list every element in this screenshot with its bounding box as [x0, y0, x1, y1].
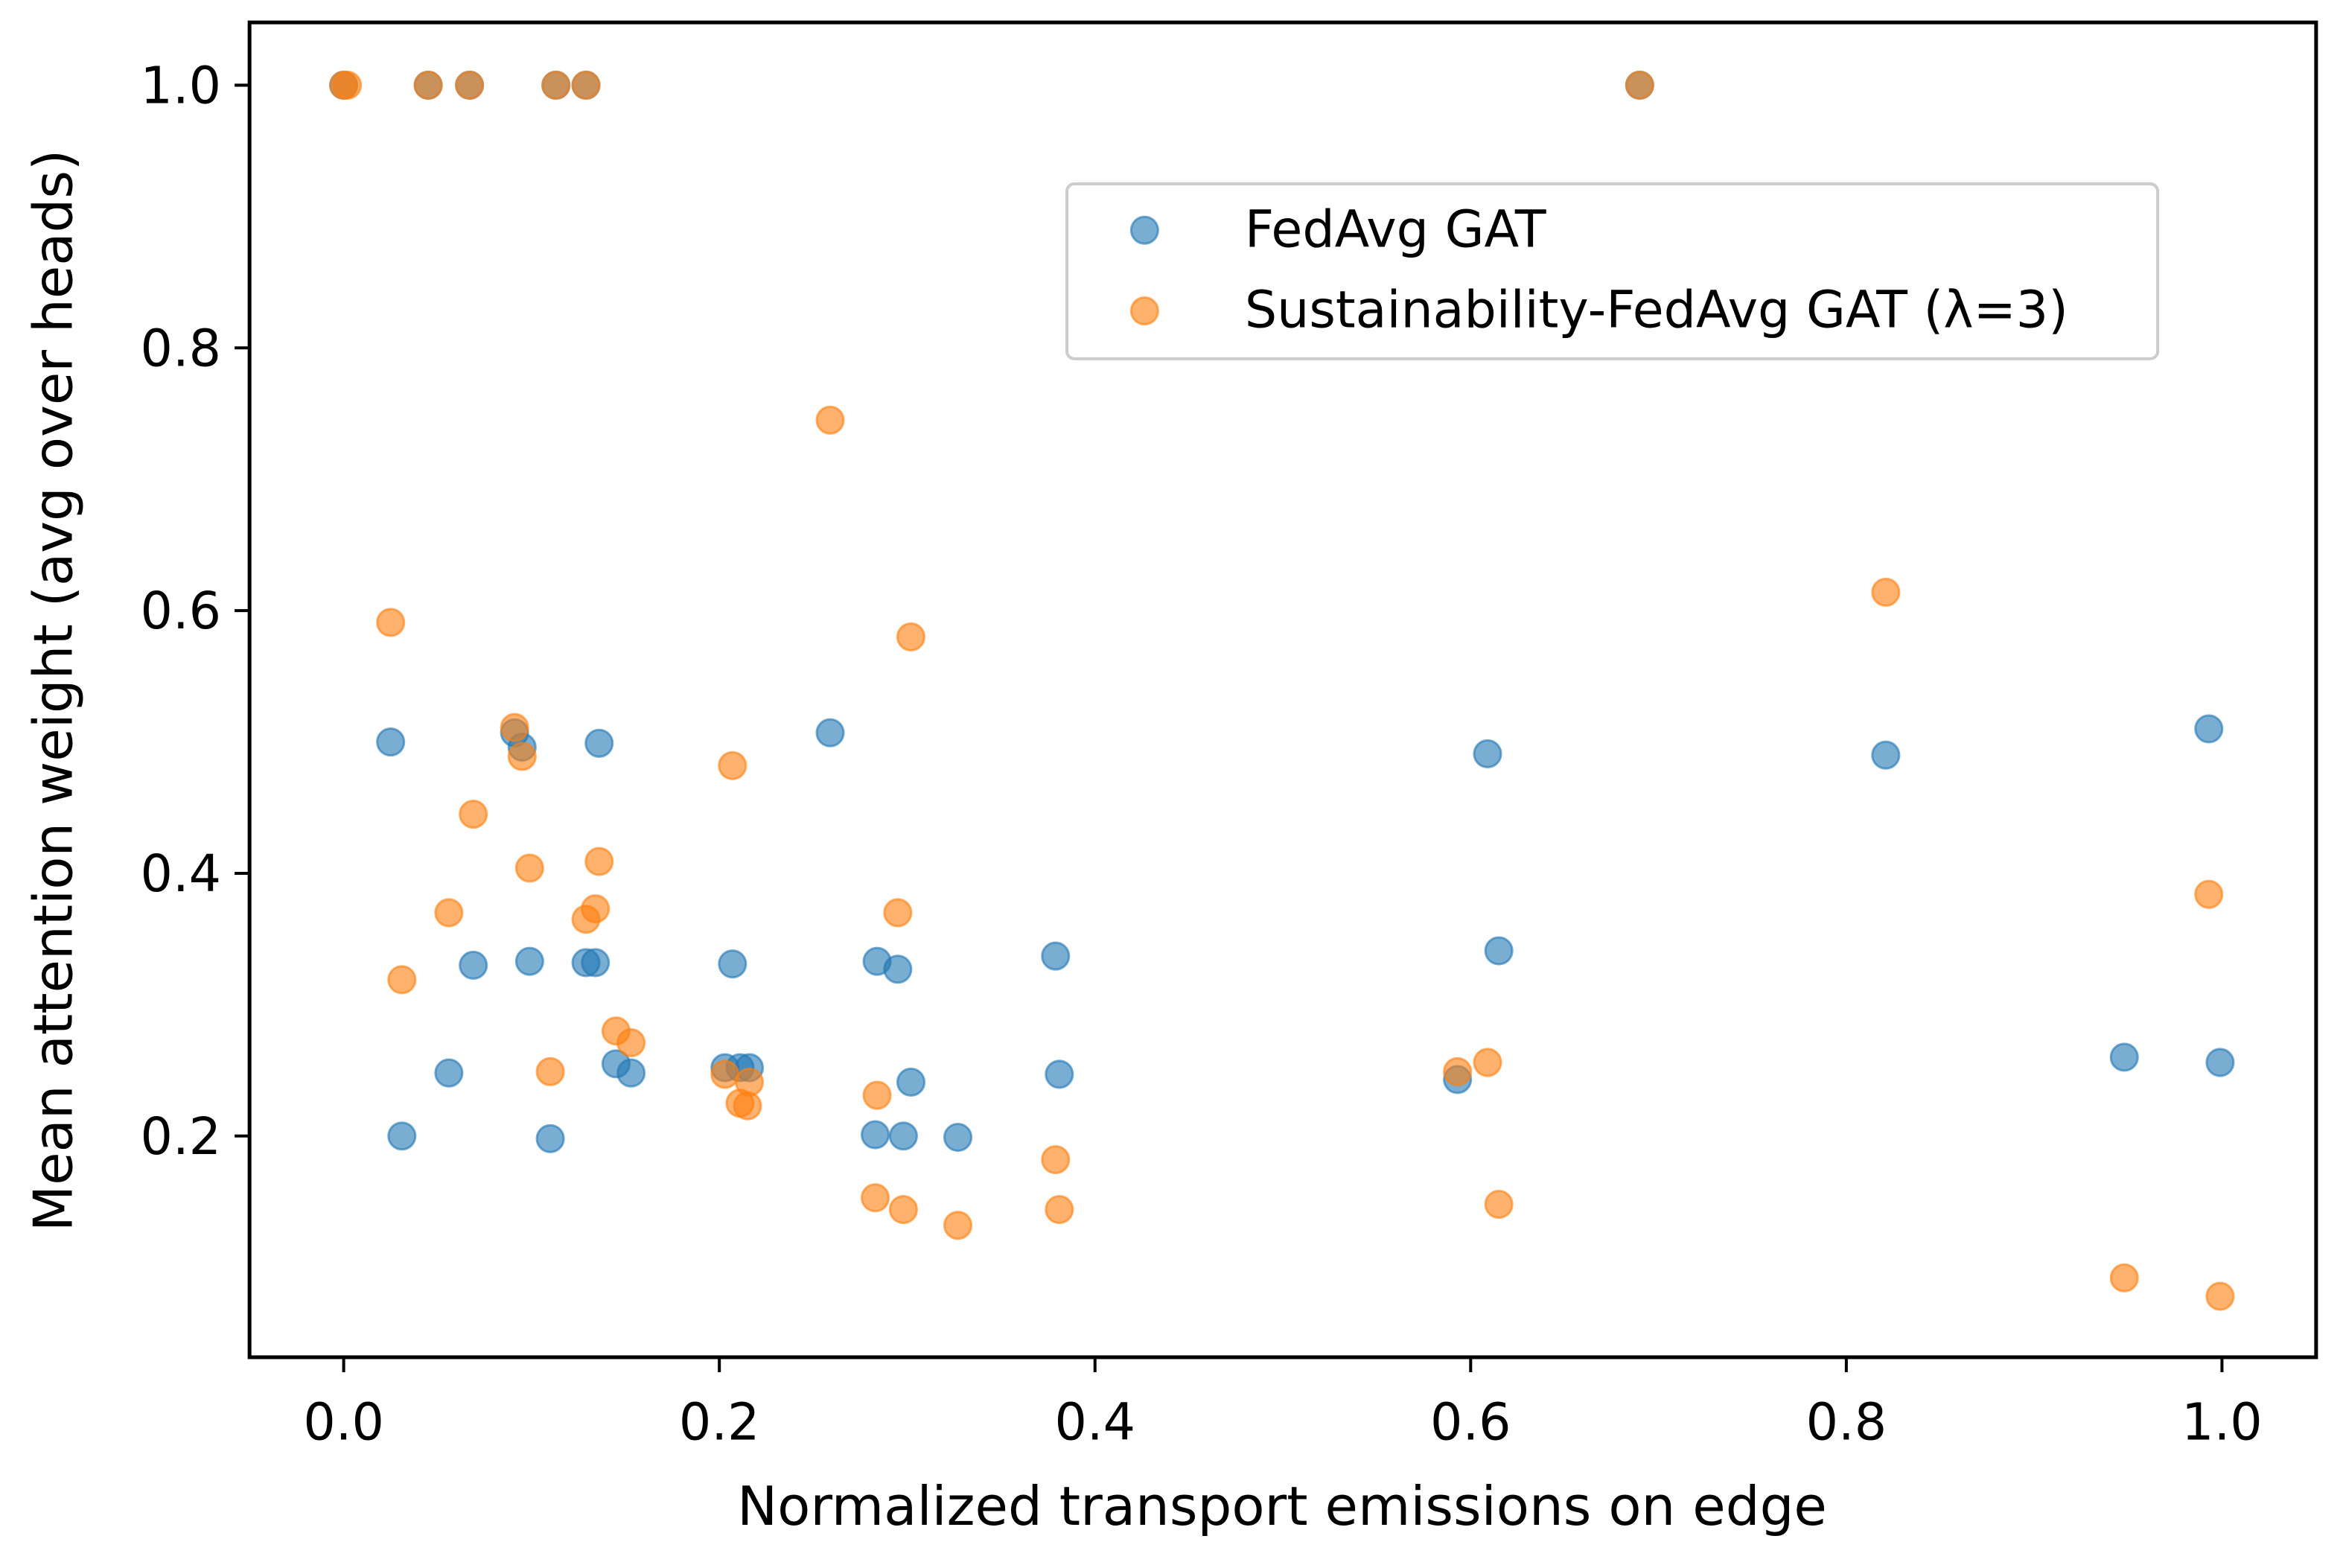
legend: FedAvg GAT Sustainability-FedAvg GAT (λ=… — [1065, 182, 2160, 360]
data-point-series-0 — [1871, 740, 1901, 770]
x-tick-label: 0.0 — [303, 1393, 383, 1452]
data-point-series-1 — [815, 405, 845, 435]
data-point-series-1 — [500, 713, 529, 742]
data-point-series-0 — [584, 728, 614, 758]
data-point-series-0 — [888, 1121, 918, 1151]
data-point-series-1 — [2109, 1263, 2139, 1293]
data-point-series-0 — [1041, 941, 1071, 971]
data-point-series-1 — [1473, 1048, 1502, 1077]
data-point-series-1 — [571, 70, 601, 101]
data-point-series-0 — [2205, 1048, 2235, 1077]
data-point-series-1 — [507, 742, 537, 771]
data-point-series-0 — [2194, 714, 2224, 744]
data-point-series-0 — [896, 1067, 926, 1097]
data-point-series-0 — [718, 949, 747, 979]
legend-label-sustainability: Sustainability-FedAvg GAT (λ=3) — [1245, 281, 2068, 340]
y-tick-label: 1.0 — [141, 57, 221, 116]
points-layer — [329, 70, 2235, 1311]
data-point-series-0 — [376, 727, 406, 757]
plot-frame — [247, 20, 2318, 1360]
data-point-series-1 — [896, 622, 926, 651]
data-point-series-1 — [541, 70, 571, 101]
data-point-series-0 — [434, 1058, 464, 1088]
data-point-series-0 — [387, 1121, 417, 1151]
legend-marker-sustainability — [1129, 296, 1159, 326]
data-point-series-0 — [815, 718, 845, 748]
data-point-series-0 — [1473, 739, 1502, 768]
data-point-series-1 — [888, 1195, 918, 1225]
data-point-series-0 — [616, 1058, 646, 1088]
data-point-series-1 — [434, 898, 464, 928]
data-point-series-0 — [883, 954, 913, 984]
data-point-series-0 — [1045, 1059, 1074, 1089]
data-point-series-0 — [581, 948, 611, 978]
legend-box — [1065, 182, 2160, 360]
data-point-series-1 — [943, 1211, 973, 1240]
data-point-series-1 — [584, 847, 614, 876]
x-axis-ticks: 0.0 0.2 0.4 0.6 0.8 1.0 — [303, 1357, 2263, 1452]
x-tick-label: 1.0 — [2181, 1393, 2262, 1452]
data-point-series-1 — [718, 750, 747, 780]
data-point-series-0 — [1484, 936, 1514, 966]
data-point-series-1 — [1045, 1195, 1074, 1225]
data-point-series-1 — [2194, 879, 2224, 909]
data-point-series-1 — [376, 608, 406, 637]
data-point-series-1 — [1443, 1057, 1473, 1086]
data-point-series-1 — [459, 799, 488, 829]
y-tick-label: 0.2 — [141, 1108, 221, 1167]
y-tick-label: 0.8 — [141, 319, 221, 378]
legend-label-fedavg: FedAvg GAT — [1245, 200, 1546, 259]
y-axis-label: Mean attention weight (avg over heads) — [22, 150, 85, 1231]
data-point-series-1 — [2205, 1281, 2235, 1311]
data-point-series-1 — [616, 1027, 646, 1058]
data-point-series-0 — [2109, 1042, 2139, 1072]
data-point-series-0 — [535, 1124, 565, 1153]
data-point-series-0 — [459, 950, 488, 981]
data-point-series-1 — [733, 1091, 762, 1121]
x-axis-label: Normalized transport emissions on edge — [737, 1476, 1827, 1538]
x-tick-label: 0.4 — [1054, 1393, 1135, 1452]
data-point-series-0 — [861, 1120, 890, 1150]
data-point-series-1 — [514, 853, 544, 883]
data-point-series-1 — [1871, 577, 1901, 607]
x-tick-label: 0.6 — [1430, 1393, 1511, 1452]
data-point-series-0 — [514, 946, 544, 976]
data-point-series-1 — [1041, 1144, 1071, 1175]
data-point-series-1 — [1484, 1189, 1514, 1220]
data-point-series-1 — [333, 70, 363, 101]
y-tick-label: 0.4 — [141, 845, 221, 904]
x-tick-label: 0.8 — [1806, 1393, 1887, 1452]
legend-marker-fedavg — [1129, 215, 1159, 245]
data-point-series-1 — [581, 894, 611, 924]
data-point-series-1 — [413, 70, 443, 101]
x-tick-label: 0.2 — [679, 1393, 759, 1452]
data-point-series-1 — [387, 965, 417, 995]
data-point-series-1 — [710, 1059, 740, 1089]
data-point-series-1 — [535, 1057, 565, 1086]
y-tick-label: 0.6 — [141, 582, 221, 641]
data-point-series-1 — [861, 1183, 890, 1213]
data-point-series-1 — [883, 898, 913, 928]
data-point-series-0 — [943, 1122, 973, 1153]
data-point-series-1 — [1625, 70, 1654, 101]
data-point-series-1 — [862, 1080, 892, 1110]
y-axis-ticks: 0.2 0.4 0.6 0.8 1.0 — [141, 57, 250, 1167]
data-point-series-1 — [455, 70, 485, 101]
